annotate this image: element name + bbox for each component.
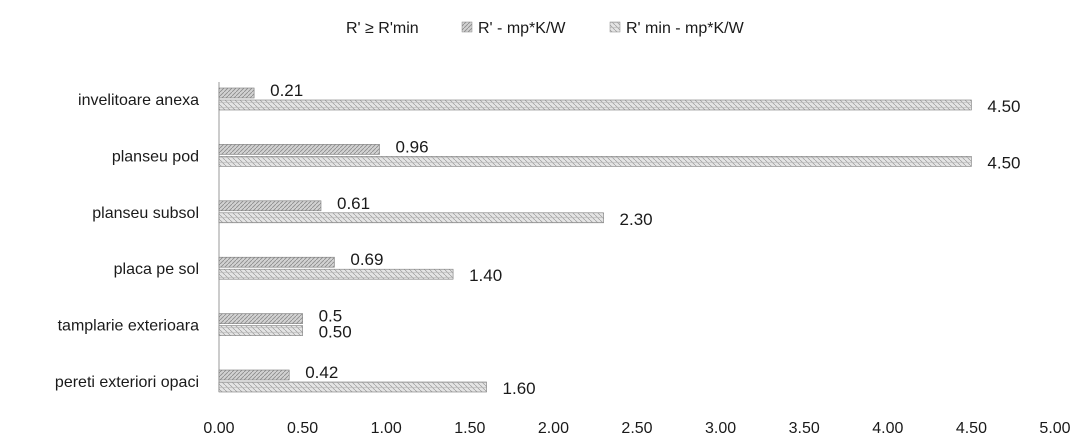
data-label: 0.96 <box>396 137 429 156</box>
bar <box>218 325 303 336</box>
bar <box>218 256 335 268</box>
x-tick-label: 5.00 <box>1039 420 1070 437</box>
data-label: 1.40 <box>469 266 502 285</box>
chart-legend: R' ≥ R'min R' - mp*K/W R' min - mp*K/W <box>346 20 745 37</box>
legend-swatch-rmin <box>609 21 621 33</box>
bar <box>218 313 303 324</box>
legend-entry-r: R' - mp*K/W <box>478 20 566 37</box>
x-tick-label: 4.00 <box>872 420 903 437</box>
legend-entry-condition: R' ≥ R'min <box>346 20 419 37</box>
data-label: 0.42 <box>305 363 338 382</box>
data-label: 4.50 <box>987 97 1020 116</box>
x-tick-label: 0.50 <box>287 420 318 437</box>
bar <box>218 212 604 224</box>
data-label: 2.30 <box>620 210 653 229</box>
category-label: planseu subsol <box>92 205 199 222</box>
bar <box>218 99 972 111</box>
bar <box>218 144 380 155</box>
category-label: pereti exteriori opaci <box>55 374 199 391</box>
bar <box>218 87 255 99</box>
data-label: 0.61 <box>337 194 370 213</box>
x-tick-label: 1.50 <box>454 420 485 437</box>
legend-entry-rmin: R' min - mp*K/W <box>626 20 745 37</box>
x-tick-label: 2.50 <box>621 420 652 437</box>
x-tick-label: 0.00 <box>203 420 234 437</box>
chart-plot-area: invelitoare anexa 0.21 4.50 planseu pod 0.96… <box>55 81 1071 437</box>
category-label: tamplarie exterioara <box>58 318 200 335</box>
x-tick-label: 3.00 <box>705 420 736 437</box>
category-label: planseu pod <box>112 148 199 165</box>
category-label: invelitoare anexa <box>78 92 199 109</box>
legend-swatch-r <box>461 21 473 33</box>
data-label: 0.69 <box>350 250 383 269</box>
data-label: 0.5 <box>319 307 343 326</box>
x-tick-label: 1.00 <box>371 420 402 437</box>
x-tick-label: 3.50 <box>789 420 820 437</box>
bar <box>218 200 322 212</box>
data-label: 0.50 <box>319 323 352 342</box>
bar <box>218 268 454 280</box>
data-label: 4.50 <box>987 153 1020 172</box>
bar <box>218 381 487 393</box>
bar <box>218 369 290 381</box>
x-tick-label: 2.00 <box>538 420 569 437</box>
data-label: 1.60 <box>503 379 536 398</box>
bar <box>218 156 972 167</box>
data-label: 0.21 <box>270 81 303 100</box>
category-label: placa pe sol <box>114 261 199 278</box>
x-tick-label: 4.50 <box>956 420 987 437</box>
